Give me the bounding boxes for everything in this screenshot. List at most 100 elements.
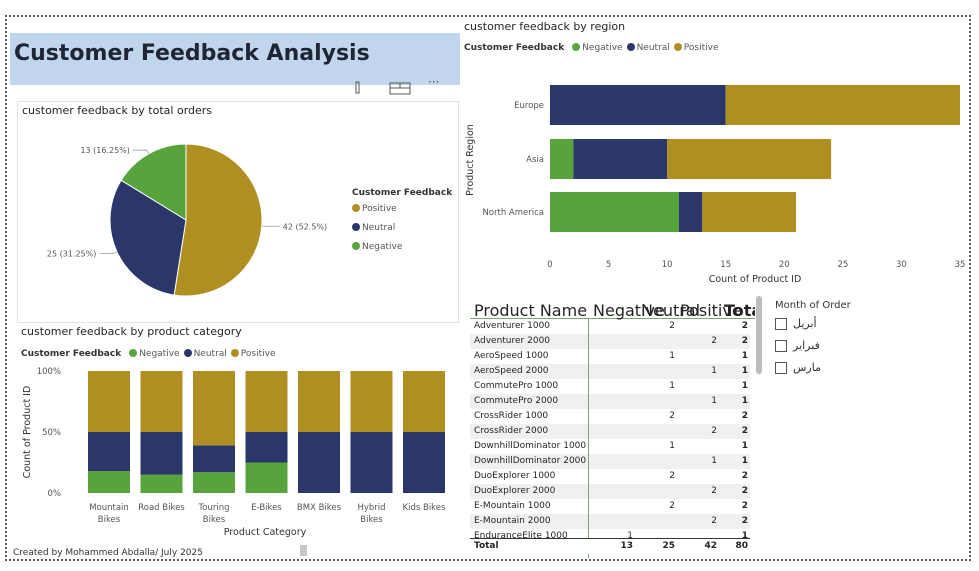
pie-legend-item-neutral[interactable]: Neutral xyxy=(352,223,395,233)
table-cell: 1 xyxy=(711,396,717,406)
positive-legend-dot xyxy=(673,43,682,51)
col-header-product[interactable]: Product Name xyxy=(474,301,588,320)
pie-leader-line xyxy=(99,251,118,254)
pie-legend-item-positive[interactable]: Positive xyxy=(352,204,397,214)
category-bar-neutral[interactable] xyxy=(245,432,288,463)
pie-slice-positive[interactable] xyxy=(173,143,263,297)
table-cell: 2 xyxy=(741,426,748,436)
more-options-icon[interactable]: ··· xyxy=(428,80,439,89)
category-bar-neutral[interactable] xyxy=(193,445,235,473)
category-bar-negative[interactable] xyxy=(88,471,130,493)
region-legend-positive: Positive xyxy=(683,43,719,53)
negative-legend-dot xyxy=(129,349,138,357)
table-row[interactable]: EnduranceElite 1000 1 1 xyxy=(470,529,750,544)
table-row[interactable]: CrossRider 1000 2 2 xyxy=(470,409,750,424)
table-cell: 2 xyxy=(741,411,748,421)
category-bar-neutral[interactable] xyxy=(298,432,340,493)
col-header-total[interactable]: Total xyxy=(724,301,755,320)
category-bar-positive[interactable] xyxy=(245,371,288,432)
table-row[interactable]: E-Mountain 2000 2 2 xyxy=(470,514,750,529)
table-row[interactable]: AeroSpeed 2000 1 1 xyxy=(470,364,750,379)
table-row[interactable]: AeroSpeed 1000 1 1 xyxy=(470,349,750,364)
focus-mode-icon[interactable] xyxy=(389,82,411,95)
category-x-tick: Bikes xyxy=(98,515,121,525)
checkbox-icon[interactable] xyxy=(775,318,787,330)
region-bar-neutral[interactable] xyxy=(573,139,668,179)
table-row[interactable]: CommutePro 1000 1 1 xyxy=(470,379,750,394)
region-x-tick: 30 xyxy=(896,260,907,270)
table-row[interactable]: DownhillDominator 1000 1 1 xyxy=(470,439,750,454)
category-bar-positive[interactable] xyxy=(193,371,235,446)
category-bar-neutral[interactable] xyxy=(350,432,393,493)
col-header-negative[interactable]: Negative xyxy=(593,301,665,320)
table-row[interactable]: DuoExplorer 2000 2 2 xyxy=(470,484,750,499)
category-bar-negative[interactable] xyxy=(140,474,183,493)
region-bar-neutral[interactable] xyxy=(550,85,726,125)
table-cell: Adventurer 1000 xyxy=(474,321,551,331)
category-bar-negative[interactable] xyxy=(245,462,288,494)
table-cell: 1 xyxy=(669,351,675,361)
table-row[interactable]: CommutePro 2000 1 1 xyxy=(470,394,750,409)
table-cell: 1 xyxy=(711,366,717,376)
category-bar-positive[interactable] xyxy=(350,371,393,432)
table-cell: 2 xyxy=(711,486,717,496)
table-divider xyxy=(588,318,589,558)
region-bar-positive[interactable] xyxy=(667,139,832,179)
region-bar-negative[interactable] xyxy=(550,192,679,232)
table-cell: 2 xyxy=(669,321,675,331)
category-bar-positive[interactable] xyxy=(140,371,183,432)
col-header-neutral[interactable]: Neutral xyxy=(641,301,701,320)
table-cell: DuoExplorer 1000 xyxy=(474,471,556,481)
checkbox-icon[interactable] xyxy=(775,340,787,352)
table-cell: 1 xyxy=(741,531,748,541)
table-total-row: Total 13 25 42 80 xyxy=(470,538,750,554)
category-bar-neutral[interactable] xyxy=(403,432,445,493)
category-bar-positive[interactable] xyxy=(88,371,130,432)
table-row[interactable]: E-Mountain 1000 2 2 xyxy=(470,499,750,514)
category-x-tick: Bikes xyxy=(360,515,383,525)
table-row[interactable]: CrossRider 2000 2 2 xyxy=(470,424,750,439)
checkbox-icon[interactable] xyxy=(775,362,787,374)
category-x-tick: BMX Bikes xyxy=(297,503,342,513)
slicer-item-label: فبراير xyxy=(793,339,820,352)
region-category-label: North America xyxy=(482,208,544,218)
page-scroll-handle[interactable] xyxy=(300,545,307,556)
pie-legend-item-negative[interactable]: Negative xyxy=(352,242,402,252)
table-row[interactable]: DuoExplorer 1000 2 2 xyxy=(470,469,750,484)
table-cell: 1 xyxy=(741,381,748,391)
region-bar-positive[interactable] xyxy=(702,192,796,232)
col-header-positive[interactable]: Positive xyxy=(680,301,742,320)
table-row[interactable]: Adventurer 1000 2 2 xyxy=(470,319,750,334)
pie-slice-neutral[interactable] xyxy=(109,179,187,296)
category-bar-neutral[interactable] xyxy=(88,432,130,472)
category-bar-positive[interactable] xyxy=(298,371,340,432)
pin-icon[interactable] xyxy=(355,81,360,94)
region-bar-negative[interactable] xyxy=(550,139,574,179)
category-x-tick: Hybrid xyxy=(357,503,385,513)
category-bar-positive[interactable] xyxy=(403,371,445,432)
category-legend-positive: Positive xyxy=(240,349,276,359)
table-cell: 2 xyxy=(741,336,748,346)
region-bar-chart: Europe Asia North America 0 5 10 15 20 25 30 35 Cou… xyxy=(465,85,965,285)
pie-slice-negative[interactable] xyxy=(120,143,187,221)
table-cell: E-Mountain 2000 xyxy=(474,516,551,526)
table-cell: 1 xyxy=(741,441,748,451)
table-cell: CommutePro 2000 xyxy=(474,396,559,406)
category-x-tick: Bikes xyxy=(203,515,226,525)
table-scrollbar[interactable] xyxy=(756,296,762,374)
neutral-legend-dot xyxy=(183,349,192,357)
category-bar-neutral[interactable] xyxy=(140,432,183,475)
region-bar-positive[interactable] xyxy=(725,85,960,125)
region-bar-neutral[interactable] xyxy=(678,192,703,232)
table-row[interactable]: DownhillDominator 2000 1 1 xyxy=(470,454,750,469)
total-negative: 13 xyxy=(620,541,633,551)
table-cell: DuoExplorer 2000 xyxy=(474,486,556,496)
neutral-legend-dot xyxy=(626,43,635,51)
category-bar-negative[interactable] xyxy=(193,472,235,493)
page-title: Customer Feedback Analysis xyxy=(14,41,370,66)
table-cell: 2 xyxy=(669,471,675,481)
table-cell: EnduranceElite 1000 xyxy=(474,531,568,541)
region-legend: Customer Feedback Negative Neutral Positive xyxy=(464,43,719,53)
table-row[interactable]: Adventurer 2000 2 2 xyxy=(470,334,750,349)
legend-dot xyxy=(352,223,360,231)
